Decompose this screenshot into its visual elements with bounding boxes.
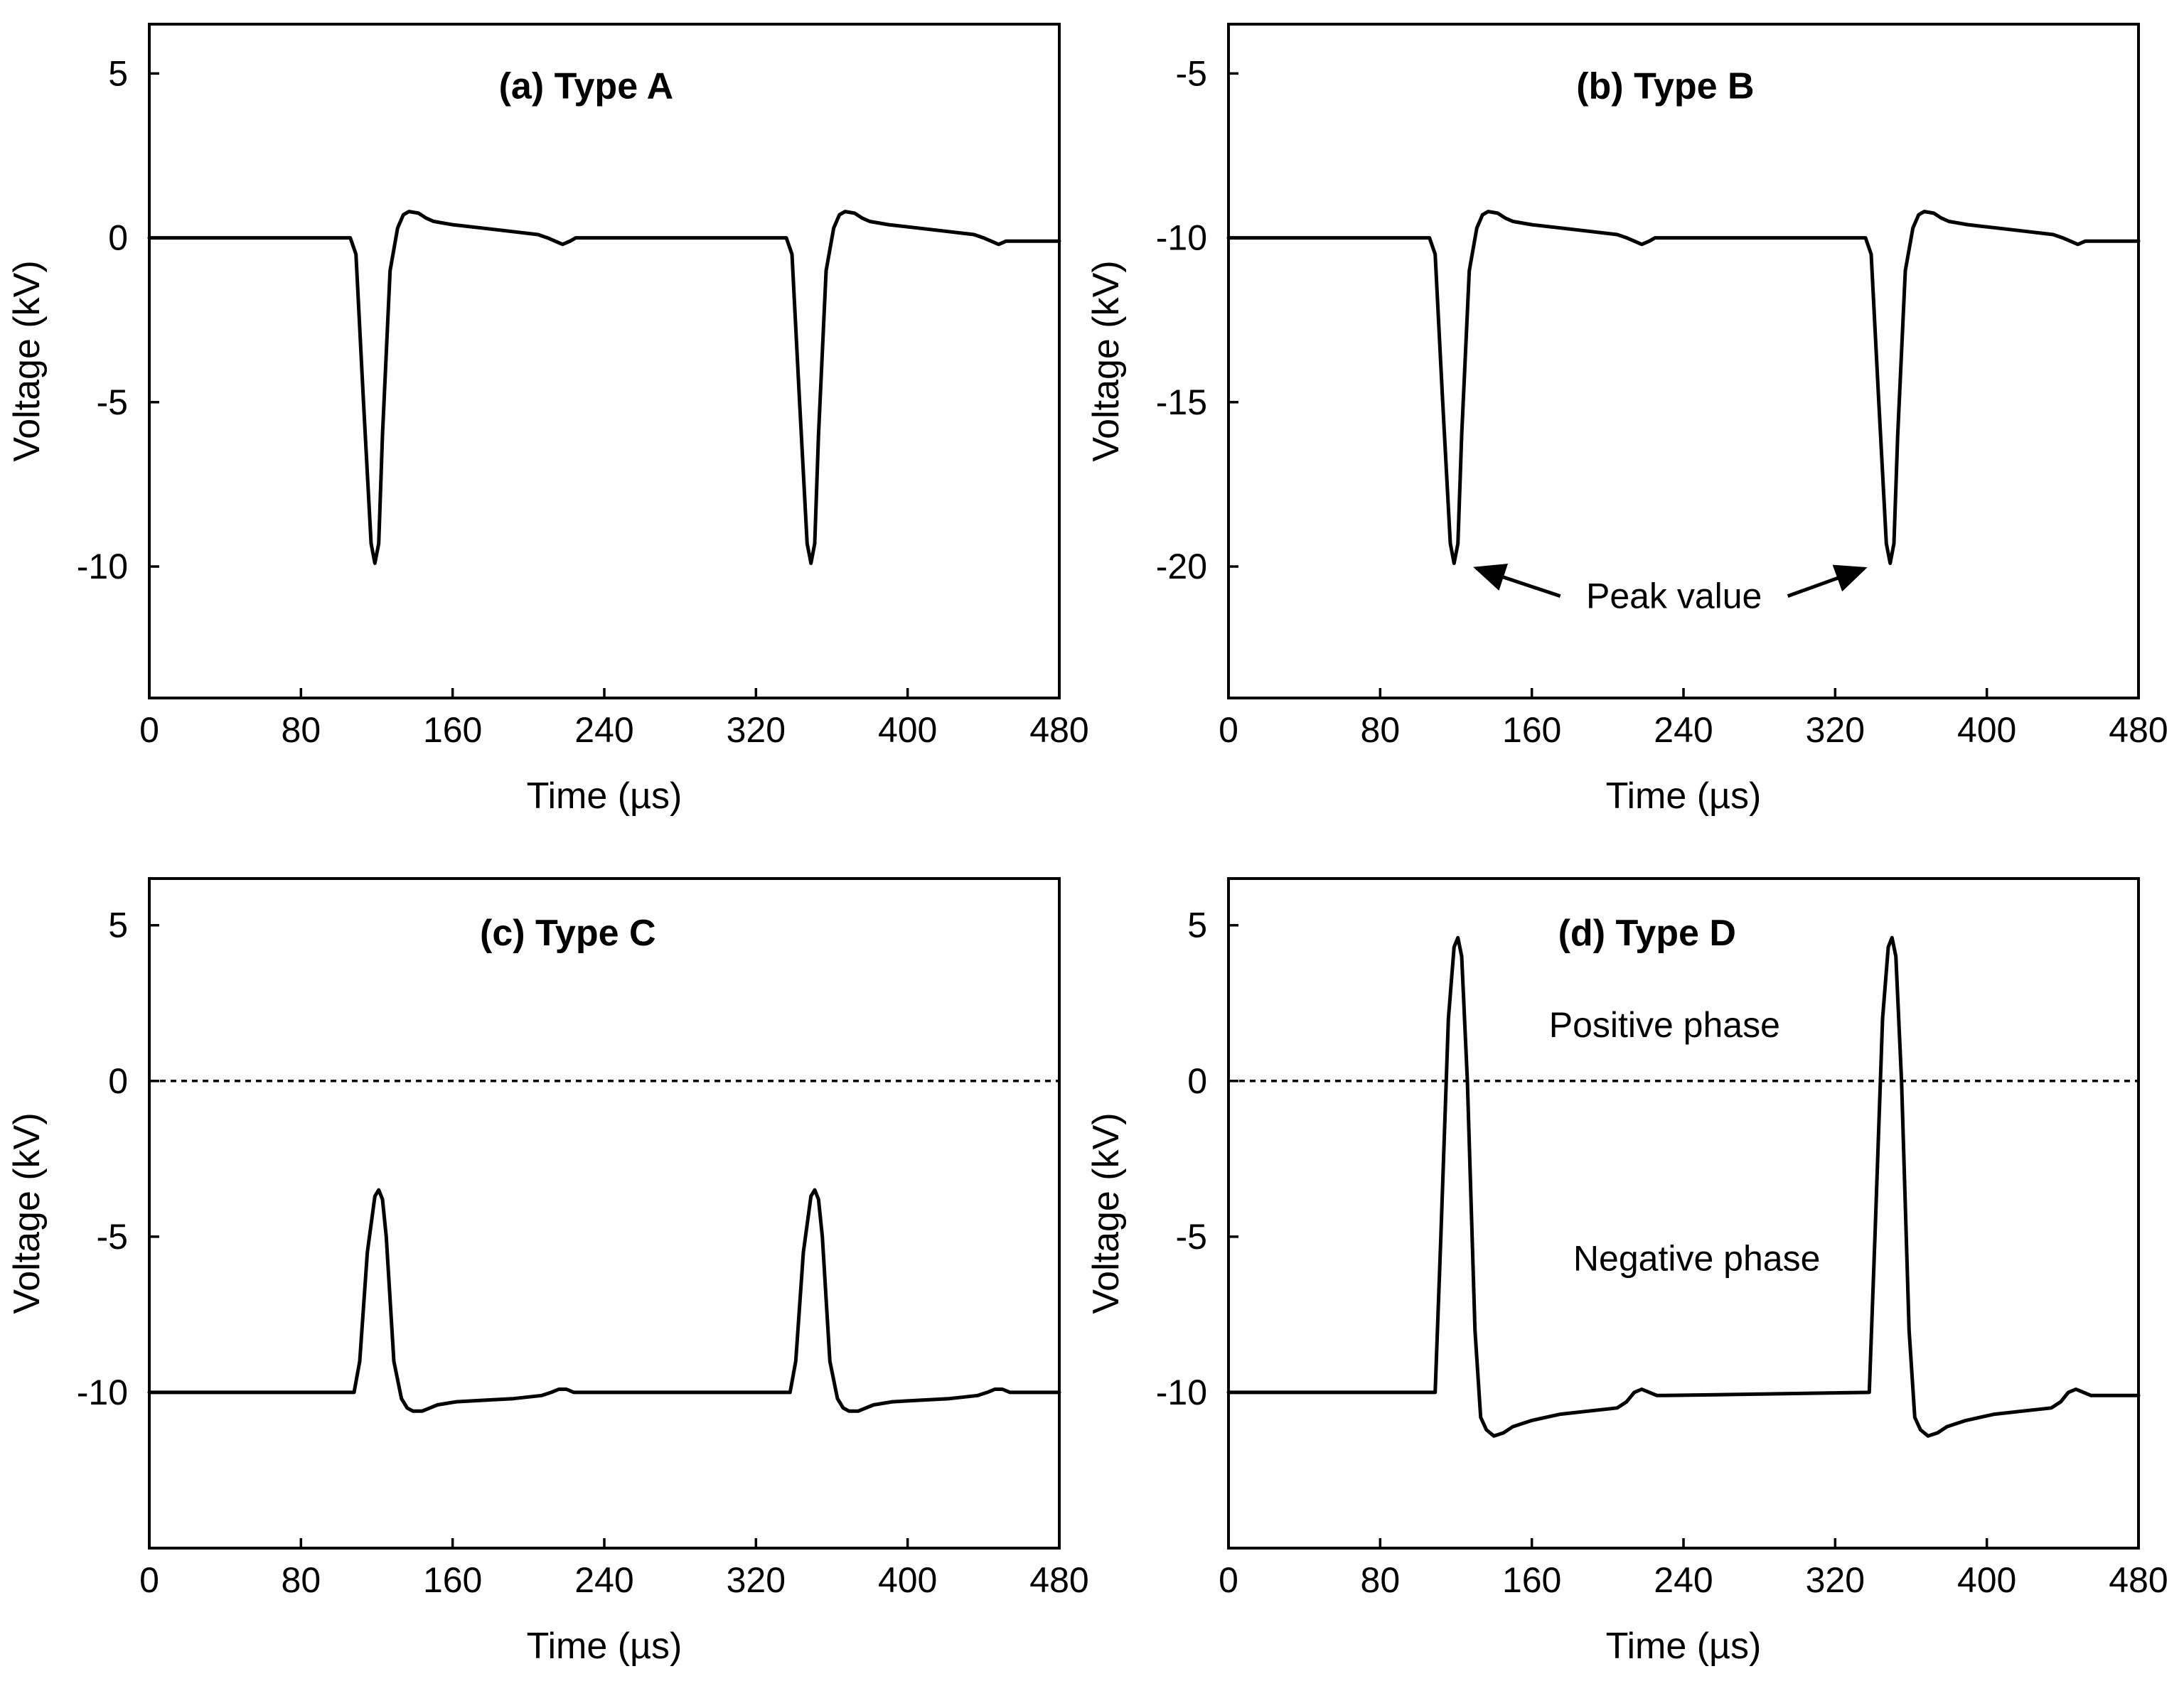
x-tick-label: 0 (139, 1560, 159, 1600)
x-tick-label: 320 (1806, 710, 1865, 750)
y-tick-label: 5 (108, 906, 128, 945)
x-tick-label: 480 (1029, 1560, 1088, 1600)
voltage-trace (1226, 935, 2141, 1438)
y-tick-label: 0 (108, 218, 128, 258)
y-tick-label: -5 (1176, 1217, 1207, 1257)
x-tick-label: 320 (1806, 1560, 1865, 1600)
panel-title: (a) Type A (499, 65, 674, 107)
voltage-trace (147, 210, 1061, 565)
x-tick-labels: 0 80 160 240 320 400 480 (139, 710, 1089, 750)
annotation-label: Positive phase (1549, 1005, 1780, 1045)
tick-marks (148, 72, 1061, 698)
y-tick-label: 5 (108, 53, 128, 93)
annotations: Peak value (1473, 564, 1868, 616)
x-tick-label: 240 (1654, 1560, 1713, 1600)
annotation-arrow (1473, 564, 1561, 598)
x-tick-label: 400 (878, 710, 937, 750)
panel-type-b: (b) Type B Time (µs) Voltage (kV) 0 80 160… (1086, 23, 2168, 817)
x-tick-label: 240 (574, 710, 633, 750)
panel-type-a: (a) Type A Time (µs) Voltage (kV) 0 80 160… (6, 23, 1089, 817)
annotation-label: Negative phase (1573, 1239, 1820, 1279)
x-tick-labels: 0 80 160 240 320 400 480 (1219, 1560, 2168, 1600)
panel-title: (c) Type C (480, 913, 656, 954)
y-tick-label: -20 (1156, 547, 1207, 586)
y-tick-labels: 5 0 -5 -10 (77, 53, 128, 586)
y-axis-label: Voltage (kV) (6, 260, 48, 461)
y-axis-label: Voltage (kV) (1086, 260, 1127, 461)
x-tick-label: 80 (1361, 1560, 1401, 1600)
x-tick-label: 0 (1219, 1560, 1238, 1600)
x-tick-labels: 0 80 160 240 320 400 480 (139, 1560, 1089, 1600)
x-tick-label: 480 (2109, 710, 2168, 750)
y-axis-label: Voltage (kV) (1086, 1112, 1127, 1314)
annotation-arrow (1787, 564, 1868, 598)
voltage-trace (147, 1188, 1061, 1413)
y-tick-label: 0 (108, 1061, 128, 1101)
x-tick-labels: 0 80 160 240 320 400 480 (1219, 710, 2168, 750)
voltage-trace (1226, 210, 2141, 565)
x-tick-label: 240 (1654, 710, 1713, 750)
y-tick-label: 5 (1187, 906, 1207, 945)
x-tick-label: 400 (1957, 1560, 2016, 1600)
plot-frame (148, 877, 1061, 1550)
x-tick-label: 160 (423, 710, 482, 750)
y-tick-label: -10 (77, 547, 128, 586)
panel-title: (d) Type D (1558, 913, 1736, 954)
y-tick-label: -15 (1156, 382, 1207, 422)
panel-title: (b) Type B (1576, 65, 1754, 107)
x-tick-label: 320 (727, 1560, 786, 1600)
x-tick-label: 80 (282, 1560, 321, 1600)
annotation-label: Peak value (1586, 576, 1762, 616)
panel-type-c: (c) Type C Time (µs) Voltage (kV) 0 80 160… (6, 877, 1089, 1667)
y-tick-label: -10 (77, 1373, 128, 1412)
y-tick-label: 0 (1187, 1061, 1207, 1101)
y-tick-label: -5 (1176, 53, 1207, 93)
x-tick-label: 480 (1029, 710, 1088, 750)
x-tick-label: 0 (139, 710, 159, 750)
x-tick-label: 480 (2109, 1560, 2168, 1600)
tick-marks (148, 923, 1061, 1548)
plot-frame (148, 23, 1061, 699)
tick-marks (1227, 72, 2140, 698)
x-axis-label: Time (µs) (527, 775, 682, 817)
x-tick-label: 400 (878, 1560, 937, 1600)
x-tick-label: 400 (1957, 710, 2016, 750)
y-tick-labels: -5 -10 -15 -20 (1156, 53, 1207, 586)
panel-type-d: (d) Type D Time (µs) Voltage (kV) 0 80 160… (1086, 877, 2168, 1667)
y-axis-label: Voltage (kV) (6, 1112, 48, 1314)
x-tick-label: 320 (727, 710, 786, 750)
x-tick-label: 160 (1502, 710, 1561, 750)
x-tick-label: 80 (282, 710, 321, 750)
x-tick-label: 160 (423, 1560, 482, 1600)
plot-frame (1227, 877, 2140, 1550)
y-tick-labels: 5 0 -5 -10 (1156, 906, 1207, 1412)
y-tick-label: -5 (97, 1217, 128, 1257)
y-tick-label: -10 (1156, 218, 1207, 258)
x-axis-label: Time (µs) (1606, 775, 1762, 817)
annotations: Positive phase Negative phase (1549, 1005, 1821, 1279)
x-tick-label: 80 (1361, 710, 1401, 750)
y-tick-label: -10 (1156, 1373, 1207, 1412)
x-axis-label: Time (µs) (527, 1626, 682, 1667)
x-axis-label: Time (µs) (1606, 1626, 1762, 1667)
y-tick-label: -5 (97, 382, 128, 422)
x-tick-label: 160 (1502, 1560, 1561, 1600)
x-tick-label: 240 (574, 1560, 633, 1600)
y-tick-labels: 5 0 -5 -10 (77, 906, 128, 1412)
x-tick-label: 0 (1219, 710, 1238, 750)
